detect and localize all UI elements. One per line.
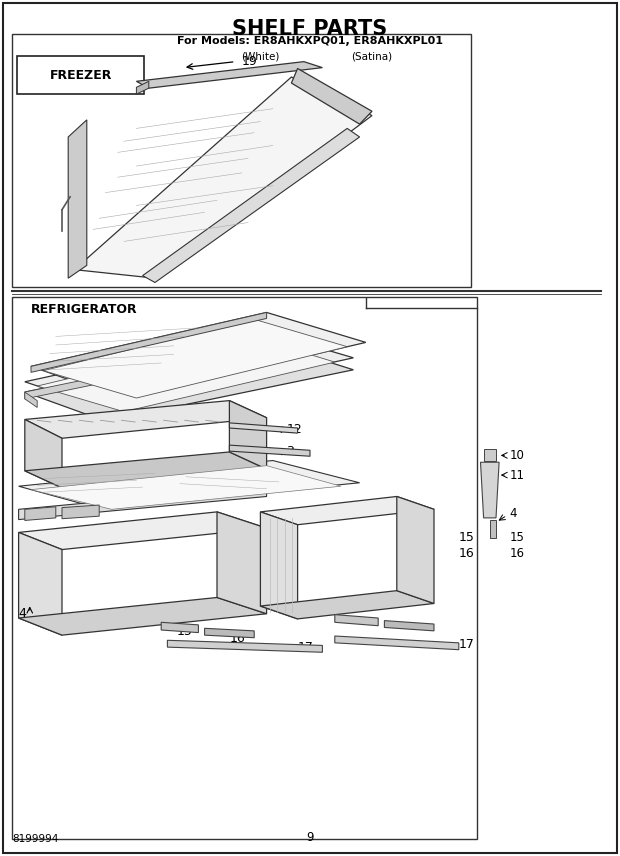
- Text: (White): (White): [241, 51, 280, 62]
- Text: 5: 5: [334, 98, 342, 112]
- Text: 8199994: 8199994: [12, 834, 59, 844]
- Polygon shape: [74, 77, 372, 278]
- Polygon shape: [31, 466, 341, 509]
- Polygon shape: [62, 505, 99, 519]
- Text: 15: 15: [510, 531, 525, 544]
- Polygon shape: [25, 330, 353, 411]
- Polygon shape: [217, 512, 267, 614]
- Text: 10: 10: [510, 449, 525, 462]
- Polygon shape: [25, 342, 267, 399]
- Polygon shape: [19, 486, 267, 520]
- Polygon shape: [205, 628, 254, 638]
- Text: 18: 18: [338, 117, 354, 131]
- Text: 4: 4: [19, 607, 27, 621]
- Polygon shape: [335, 615, 378, 626]
- Text: 17: 17: [298, 640, 314, 654]
- Text: SHELF PARTS: SHELF PARTS: [232, 19, 388, 39]
- FancyBboxPatch shape: [12, 34, 471, 287]
- FancyBboxPatch shape: [17, 56, 144, 94]
- Polygon shape: [43, 319, 347, 398]
- Text: 2: 2: [286, 341, 294, 354]
- Text: 13: 13: [286, 355, 302, 369]
- Text: 11: 11: [510, 468, 525, 482]
- Text: 16: 16: [510, 547, 525, 561]
- Text: (Satina): (Satina): [352, 51, 392, 62]
- Polygon shape: [335, 636, 459, 650]
- Polygon shape: [484, 449, 496, 461]
- Polygon shape: [397, 496, 434, 603]
- Text: 9: 9: [306, 831, 314, 844]
- Polygon shape: [136, 62, 322, 88]
- Polygon shape: [480, 462, 499, 518]
- Text: 15: 15: [177, 625, 193, 639]
- Text: For Models: ER8AHKXPQ01, ER8AHKXPL01: For Models: ER8AHKXPQ01, ER8AHKXPL01: [177, 36, 443, 46]
- Polygon shape: [229, 445, 310, 456]
- Polygon shape: [31, 312, 366, 399]
- Text: 19: 19: [242, 55, 257, 68]
- Polygon shape: [31, 312, 267, 372]
- Polygon shape: [260, 591, 434, 619]
- Polygon shape: [384, 621, 434, 631]
- Polygon shape: [260, 496, 434, 525]
- Polygon shape: [25, 401, 267, 438]
- Polygon shape: [19, 512, 267, 550]
- Text: 14: 14: [234, 412, 250, 425]
- Text: REFRIGERATOR: REFRIGERATOR: [31, 303, 138, 316]
- Polygon shape: [260, 512, 298, 619]
- Text: 12: 12: [286, 423, 302, 437]
- Polygon shape: [490, 520, 496, 538]
- Polygon shape: [25, 452, 267, 488]
- FancyBboxPatch shape: [12, 297, 477, 839]
- Text: 8: 8: [288, 473, 296, 486]
- Polygon shape: [19, 532, 62, 635]
- Polygon shape: [229, 423, 298, 433]
- Text: 15: 15: [459, 531, 475, 544]
- Polygon shape: [25, 507, 56, 520]
- Polygon shape: [25, 342, 353, 421]
- Text: 17: 17: [459, 638, 475, 651]
- Text: 2: 2: [286, 319, 294, 333]
- Polygon shape: [37, 336, 335, 412]
- Polygon shape: [161, 622, 198, 633]
- Text: 16: 16: [459, 547, 474, 561]
- Text: 9: 9: [337, 139, 345, 152]
- Text: FREEZER: FREEZER: [50, 68, 112, 82]
- Polygon shape: [136, 81, 149, 94]
- Polygon shape: [19, 597, 267, 635]
- Polygon shape: [229, 401, 267, 469]
- Polygon shape: [68, 120, 87, 278]
- Text: 4: 4: [510, 507, 517, 520]
- Polygon shape: [19, 461, 360, 508]
- Polygon shape: [291, 68, 372, 124]
- Text: 3: 3: [286, 445, 294, 459]
- Polygon shape: [25, 392, 37, 407]
- Text: 16: 16: [229, 632, 245, 645]
- Polygon shape: [143, 128, 360, 282]
- Polygon shape: [25, 419, 62, 488]
- Polygon shape: [167, 640, 322, 652]
